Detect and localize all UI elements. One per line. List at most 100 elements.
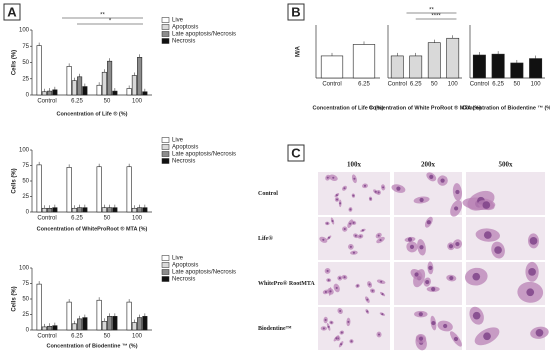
y-tick-label: 75 (22, 44, 29, 50)
legend-label: Necrosis (172, 159, 195, 165)
x-axis-label: Concentration of Life ® (%) (313, 104, 384, 111)
x-tick-label: Control (37, 99, 56, 105)
nucleus (419, 197, 424, 203)
y-axis-label: Cells (%) (12, 168, 18, 193)
bar (131, 75, 137, 96)
bar (36, 164, 42, 213)
nucleus (352, 221, 355, 224)
bar (82, 207, 88, 213)
bar (131, 322, 137, 331)
nucleus (326, 269, 329, 273)
bar (446, 37, 460, 79)
x-tick-label: 100 (132, 334, 143, 340)
nucleus (327, 279, 330, 282)
nucleus (339, 309, 342, 313)
y-tick-label: 75 (22, 281, 29, 287)
nucleus (326, 176, 329, 179)
nucleus (356, 284, 359, 287)
legend-label: Late apoptosis/Necrosis (172, 152, 236, 158)
nucleus (322, 327, 325, 330)
nucleus (322, 238, 325, 241)
nucleus (429, 174, 434, 179)
x-tick-label: 100 (132, 216, 143, 222)
panel-letter: B (291, 4, 300, 19)
nucleus (426, 220, 431, 225)
nucleus (381, 313, 384, 316)
bar (107, 316, 113, 331)
bar (77, 207, 83, 213)
bar (47, 207, 53, 213)
x-tick-label: 100 (448, 82, 459, 88)
legend-swatch (161, 137, 170, 143)
bar (142, 207, 148, 213)
nucleus (332, 176, 335, 179)
x-tick-label: 6.25 (71, 216, 83, 222)
nucleus (526, 288, 535, 297)
bar (126, 88, 132, 96)
row-label: WhitePro® RootMTA (258, 280, 315, 287)
legend-swatch (161, 38, 170, 44)
nucleus (327, 325, 330, 328)
x-axis-label: Concentration of Biodentine ™ (%) (462, 105, 550, 111)
legend-label: Late apoptosis/Necrosis (172, 270, 236, 276)
bar (510, 62, 524, 79)
nucleus (379, 239, 382, 242)
nucleus (343, 228, 346, 231)
nucleus (472, 311, 481, 320)
x-tick-label: 100 (531, 82, 542, 88)
nucleus (380, 280, 383, 283)
nucleus (418, 312, 423, 317)
legend-label: Live (172, 138, 184, 144)
nucleus (454, 206, 459, 211)
x-tick-label: 6.25 (410, 82, 422, 88)
nucleus (472, 272, 481, 281)
y-tick-label: 25 (22, 312, 29, 318)
bar (41, 91, 47, 96)
nucleus (324, 318, 327, 322)
panel-letter-box (3, 3, 21, 21)
nucleus (414, 272, 419, 277)
legend-label: Necrosis (172, 277, 195, 283)
nucleus (349, 222, 352, 225)
nucleus (335, 337, 338, 340)
bar (142, 91, 148, 96)
nucleus (409, 244, 415, 249)
bar (320, 55, 344, 79)
bar (96, 84, 102, 96)
y-axis-label: M/A (296, 45, 302, 57)
nucleus (368, 283, 371, 286)
y-tick-label: 0 (26, 328, 30, 334)
x-tick-label: 6.25 (71, 334, 83, 340)
nucleus (369, 197, 372, 200)
nucleus (339, 202, 342, 205)
y-tick-label: 25 (22, 194, 29, 200)
bar (126, 301, 132, 331)
bar (47, 90, 53, 96)
y-axis-label: Cells (%) (12, 50, 18, 75)
y-tick-label: 75 (22, 163, 29, 169)
x-axis-label: Concentration of WhiteProRoot ® MTA (%) (37, 225, 148, 232)
bar (66, 66, 72, 96)
x-axis-label: Concentration of Biodentine ™ (%) (46, 343, 137, 349)
bar (66, 301, 72, 331)
bar (107, 207, 113, 213)
x-axis-label: Concentration of White ProRoot ® MTA (%) (369, 104, 481, 111)
nucleus (535, 328, 544, 337)
micrograph (318, 262, 390, 305)
bar (82, 86, 88, 96)
nucleus (343, 276, 346, 279)
nucleus (377, 234, 380, 237)
bar (41, 326, 47, 331)
bar (82, 317, 88, 331)
legend-label: Live (172, 18, 184, 24)
legend-label: Apoptosis (172, 25, 198, 31)
annotation: ** (429, 8, 434, 14)
x-tick-label: Control (388, 82, 407, 88)
legend-swatch (161, 276, 170, 282)
x-tick-label: Control (322, 82, 341, 88)
nucleus (330, 321, 333, 324)
bar (529, 58, 543, 79)
x-tick-label: 6.25 (358, 82, 370, 88)
nucleus (352, 251, 355, 254)
